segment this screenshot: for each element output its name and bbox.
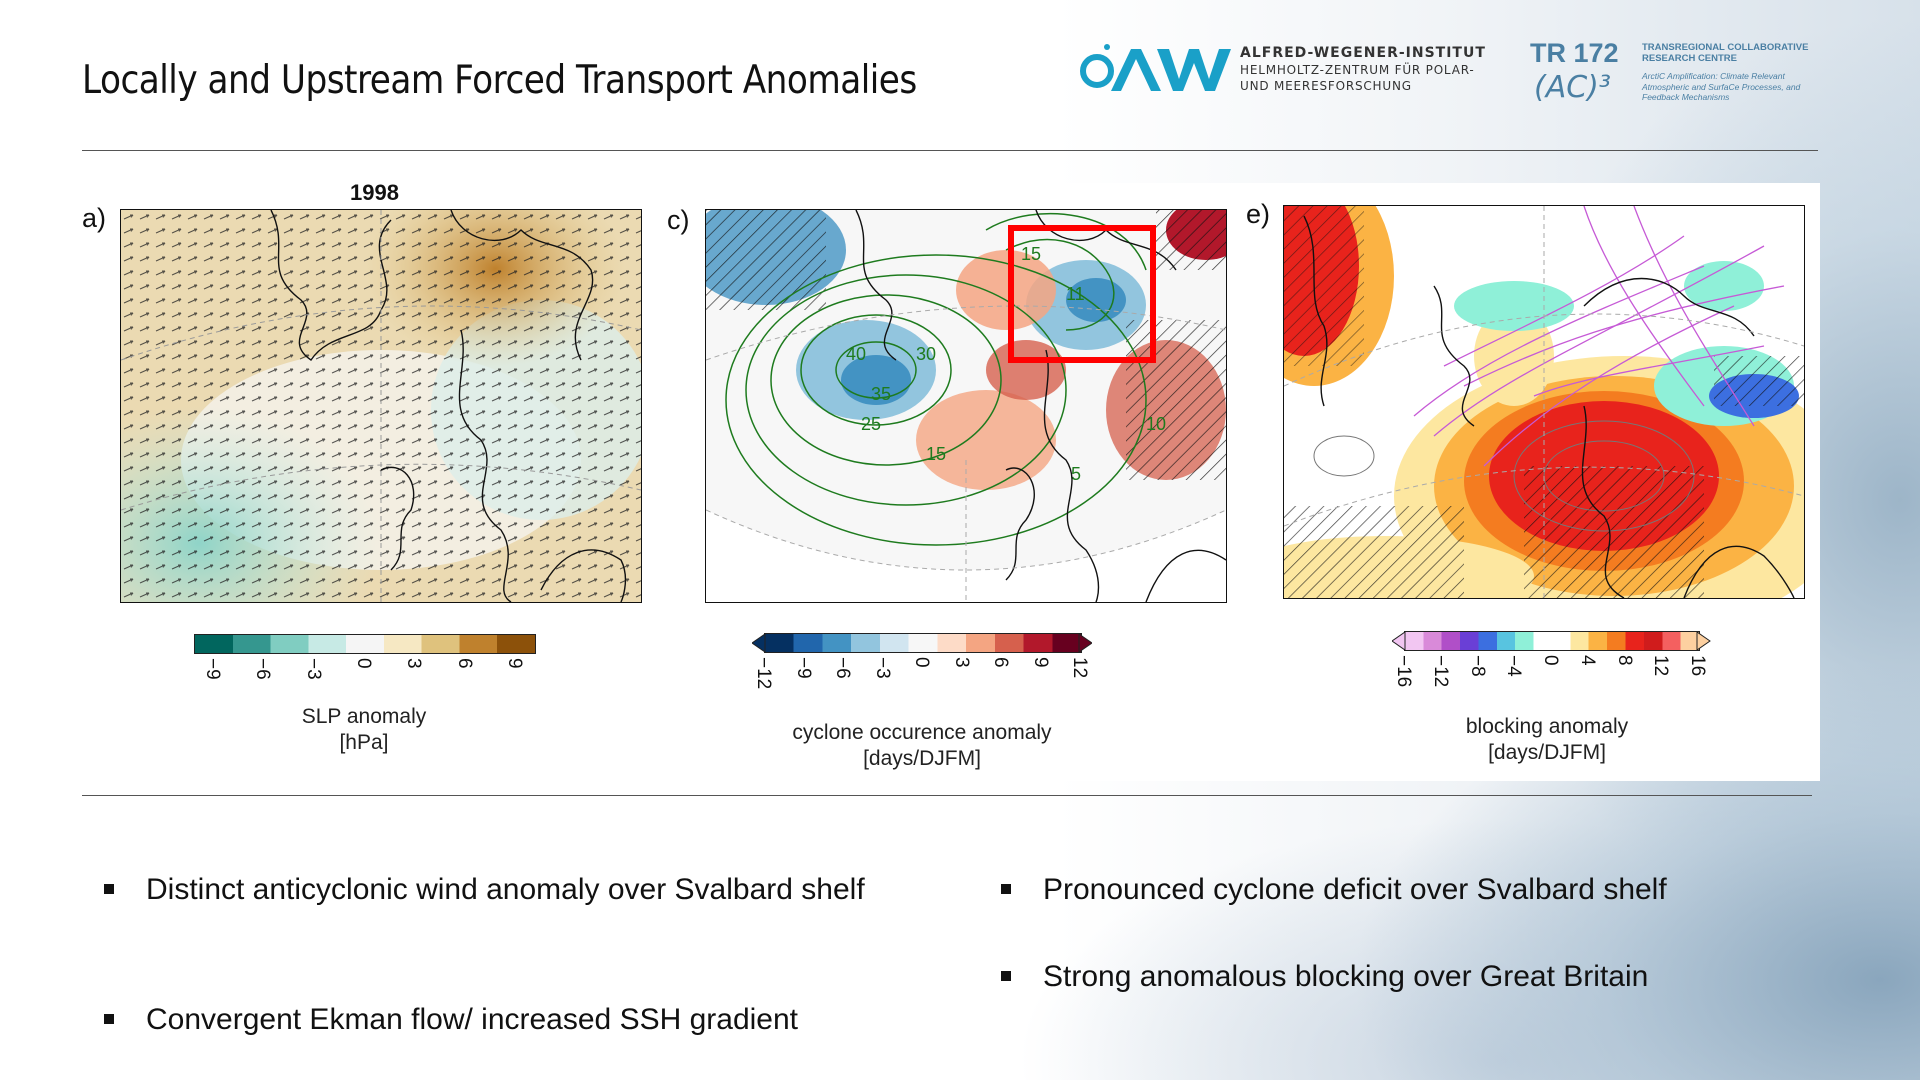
blocking-anomaly-map: [1283, 205, 1805, 599]
colorbar-tick: 9: [504, 658, 526, 669]
colorbar-tick: 12: [1650, 655, 1672, 677]
contour-label-25: 25: [861, 414, 881, 434]
contour-label-40: 40: [846, 344, 866, 364]
panel-a-label: a): [82, 203, 107, 233]
colorbar-tick: 3: [950, 657, 972, 668]
colorbar-tick: −3: [871, 657, 893, 679]
bullet-marker: [104, 884, 114, 894]
bullet-marker: [1001, 884, 1011, 894]
cyclone-colorbar-extend-arrows: [752, 633, 1092, 653]
awi-logo: ALFRED-WEGENER-INSTITUT HELMHOLTZ-ZENTRU…: [1075, 35, 1495, 105]
colorbar-tick: 3: [403, 658, 425, 669]
blocking-label-line1: blocking anomaly: [1465, 715, 1629, 738]
awi-name-line1: ALFRED-WEGENER-INSTITUT: [1240, 45, 1486, 61]
colorbar-tick: −4: [1503, 655, 1525, 677]
cyclone-colorbar-label: cyclone occurence anomaly [days/DJFM]: [722, 720, 1122, 772]
panel-e-colorbar: −16 −12 −8 −4 0 4 8 12 16 blocking anomaly [days…: [1392, 631, 1732, 771]
bullet-marker: [104, 1014, 114, 1024]
awi-logo-mark: [1080, 44, 1231, 91]
bullet-left-2: Convergent Ekman flow/ increased SSH gra…: [104, 998, 906, 1041]
contour-label-5: 5: [1071, 464, 1081, 484]
slp-label-line1: SLP anomaly: [301, 705, 427, 728]
bullet-left-1-text: Distinct anticyclonic wind anomaly over …: [146, 873, 865, 906]
colorbar-tick: −9: [792, 657, 814, 679]
slp-anomaly-map: [120, 209, 642, 603]
colorbar-tick: −6: [832, 657, 853, 679]
colorbar-tick: 8: [1613, 655, 1635, 666]
blocking-colorbar-extend-arrows: [1392, 631, 1711, 651]
tr172-subtitle: TRANSREGIONAL COLLABORATIVE RESEARCH CEN…: [1642, 42, 1809, 64]
cyclone-label-line2: [days/DJFM]: [863, 747, 981, 770]
colorbar-tick: −12: [1429, 655, 1451, 688]
colorbar-tick: 0: [1540, 655, 1561, 666]
contour-label-15-top: 15: [1021, 244, 1041, 264]
panel-a-colorbar: −9 −6 −3 0 3 6 9 SLP anomaly [hPa]: [194, 634, 536, 754]
colorbar-tick: 0: [911, 657, 932, 668]
contour-label-15: 15: [926, 444, 946, 464]
bullet-right-2-text: Strong anomalous blocking over Great Bri…: [1043, 960, 1649, 993]
cyclone-occurrence-map: 15 40 30 35 25 15 10 5 11: [705, 209, 1227, 603]
svalbard-highlight-box: [1008, 225, 1156, 363]
panel-c-colorbar: −12 −9 −6 −3 0 3 6 9 12 cyclone occurence anomal…: [752, 633, 1092, 773]
tr172-title: TR 172: [1530, 38, 1619, 68]
figure-panel: a) 1998: [82, 180, 1820, 781]
colorbar-tick: 12: [1069, 657, 1090, 679]
panel-a-year: 1998: [350, 180, 399, 205]
colorbar-tick: 4: [1576, 655, 1598, 666]
bullet-right-1: Pronounced cyclone deficit over Svalbard…: [1001, 868, 1843, 911]
blocking-label-line2: [days/DJFM]: [1488, 741, 1606, 764]
bullet-left-1: Distinct anticyclonic wind anomaly over …: [104, 868, 906, 911]
bullet-right-1-text: Pronounced cyclone deficit over Svalbard…: [1043, 873, 1667, 906]
tr172-description: ArctiC Amplification: Climate Relevant A…: [1642, 71, 1801, 102]
contour-label-30: 30: [916, 344, 936, 364]
bottom-divider: [82, 795, 1812, 796]
contour-label-11: 11: [1066, 284, 1085, 304]
tr172-logo: TR 172 (AC)³ TRANSREGIONAL COLLABORATIVE…: [1530, 38, 1840, 113]
colorbar-tick: −8: [1466, 655, 1488, 677]
colorbar-tick: −12: [753, 657, 774, 690]
slp-colorbar-label: SLP anomaly [hPa]: [164, 704, 564, 756]
colorbar-tick: −16: [1393, 655, 1414, 688]
colorbar-tick: 6: [990, 657, 1011, 668]
colorbar-tick: −3: [302, 658, 324, 680]
slp-label-line2: [hPa]: [339, 731, 389, 754]
bullet-left-2-text: Convergent Ekman flow/ increased SSH gra…: [146, 1003, 799, 1036]
colorbar-tick: 0: [353, 658, 374, 669]
cyclone-label-line1: cyclone occurence anomaly: [792, 721, 1052, 744]
blocking-colorbar-label: blocking anomaly [days/DJFM]: [1347, 714, 1747, 766]
awi-name-line3: UND MEERESFORSCHUNG: [1240, 79, 1412, 93]
panel-c-label: c): [667, 205, 690, 235]
top-divider: [82, 150, 1818, 151]
awi-name-line2: HELMHOLTZ-ZENTRUM FÜR POLAR-: [1240, 63, 1475, 77]
colorbar-tick: 9: [1029, 657, 1051, 668]
colorbar-tick: 6: [453, 658, 475, 669]
contour-label-35: 35: [871, 384, 891, 404]
slp-colorbar: [194, 634, 536, 654]
colorbar-tick: −6: [252, 658, 274, 680]
bullet-right-2: Strong anomalous blocking over Great Bri…: [1001, 955, 1843, 998]
panel-e-label: e): [1246, 199, 1271, 229]
colorbar-tick: 16: [1687, 655, 1708, 677]
slide-title: Locally and Upstream Forced Transport An…: [82, 58, 917, 103]
bullet-marker: [1001, 971, 1011, 981]
colorbar-tick: −9: [201, 658, 223, 680]
tr172-ac3: (AC)³: [1534, 70, 1611, 105]
contour-label-10: 10: [1146, 414, 1166, 434]
